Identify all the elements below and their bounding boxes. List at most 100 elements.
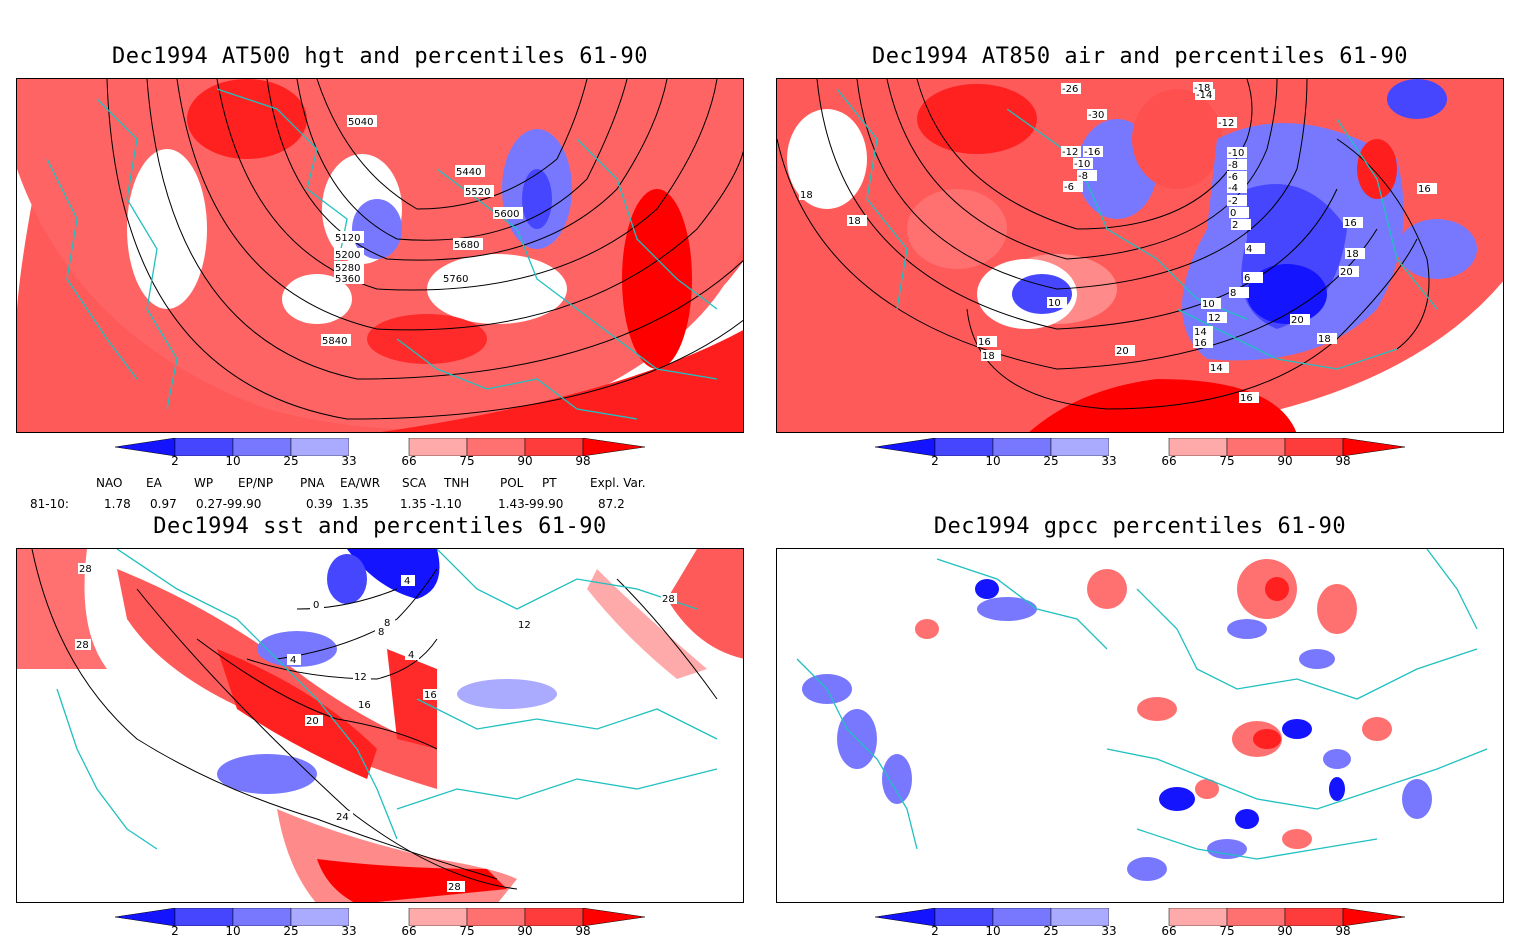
colorbar-label: 66 [401,454,417,468]
map-panel-hgt: 5040 5120 5200 5280 5360 5440 5520 5600 … [16,78,744,433]
panel-title-air: Dec1994 AT850 air and percentiles 61-90 [871,44,1409,69]
contour-label: 10 [1202,299,1215,310]
colorbar-label: 75 [459,454,475,468]
contour-label: 20 [1340,267,1353,278]
contour-label: -8 [1078,171,1088,182]
map-gpcc-svg [796,549,1488,881]
contour-label: 16 [358,700,371,711]
index-header: EP/NP [238,476,274,490]
contour-label: 12 [354,672,367,683]
contour-label: 8 [384,618,390,629]
colorbar-ramp [875,438,1405,456]
contour-label: -10 [1228,148,1244,159]
contour-label: 4 [290,655,296,666]
contour-label: 18 [982,351,995,362]
colorbar-label: 90 [1277,924,1293,938]
colorbar-label: 25 [1043,454,1059,468]
contour-label: 16 [1240,393,1253,404]
panel-title-sst: Dec1994 sst and percentiles 61-90 [153,514,607,539]
contour-label: -2 [1228,196,1238,207]
contour-label: 16 [1344,218,1357,229]
index-row-label: 81-10: [30,497,69,511]
contour-label: 5440 [456,167,481,178]
contour-label: 28 [76,640,89,651]
colorbar-label: 10 [985,454,1001,468]
contour-label: 5520 [465,187,490,198]
contour-label: 14 [1210,363,1223,374]
index-value: 0.27-99.90 [196,497,262,511]
contour-label: 4 [1246,244,1252,255]
contour-label: -8 [1228,160,1238,171]
contour-label: -18 [1194,83,1210,94]
contour-label: 0 [1230,208,1236,219]
index-value: 1.43-99.90 [498,497,564,511]
colorbar-label: 2 [931,454,939,468]
colorbar-label: 33 [1101,454,1117,468]
colorbar-ramp [115,908,645,926]
contour-label: 10 [1048,298,1061,309]
contour-label: 14 [1194,327,1207,338]
contour-label: -14 [1196,90,1212,101]
contour-label: -30 [1088,110,1104,121]
map-air-svg: -26 -18 -14 -12 -30 -12 -16 -10 -8 -6 -1… [777,79,1503,432]
contour-label: 5120 [335,233,360,244]
index-value: 0.39 [306,497,333,511]
contour-label: 5040 [348,117,373,128]
colorbar-label: 66 [1161,924,1177,938]
panel-title-gpcc: Dec1994 gpcc percentiles 61-90 [933,514,1347,539]
colorbar-air: 2 10 25 33 66 75 90 98 [875,438,1405,474]
contour-label: -26 [1062,84,1078,95]
index-header: EA/WR [340,476,381,490]
index-header: EA [146,476,162,490]
contour-label: 28 [662,594,675,605]
contour-label: -6 [1064,182,1074,193]
contour-label: 5200 [335,250,360,261]
map-panel-sst: 28 28 28 0 4 8 4 12 8 4 16 20 16 24 28 1… [16,548,744,903]
contour-label: -12 [1218,118,1234,129]
colorbar-sst: 2 10 25 33 66 75 90 98 [115,908,645,944]
colorbar-label: 10 [225,454,241,468]
index-header: POL [500,476,524,490]
map-panel-air: -26 -18 -14 -12 -30 -12 -16 -10 -8 -6 -1… [776,78,1504,433]
index-value: 0.97 [150,497,177,511]
contour-label: 8 [378,627,384,638]
index-header: WP [194,476,214,490]
colorbar-label: 33 [1101,924,1117,938]
contour-label: 20 [1291,315,1304,326]
contour-label: 5280 [335,263,360,274]
colorbar-label: 2 [931,924,939,938]
colorbar-label: 98 [1335,454,1351,468]
colorbar-label: 2 [171,924,179,938]
contour-label: 18 [1318,334,1331,345]
index-value: 1.35 [342,497,369,511]
contour-label: 5600 [494,209,519,220]
colorbar-label: 98 [575,924,591,938]
contour-label: 5760 [443,274,468,285]
colorbar-label: 75 [459,924,475,938]
colorbar-label: 90 [1277,454,1293,468]
colorbar-label: 10 [985,924,1001,938]
index-header: Expl. Var. [590,476,646,490]
contour-label: 16 [1194,338,1207,349]
contour-label: -10 [1074,159,1090,170]
index-header: PNA [300,476,325,490]
map-hgt-svg: 5040 5120 5200 5280 5360 5440 5520 5600 … [17,79,743,432]
index-header: NAO [96,476,123,490]
colorbar-label: 90 [517,924,533,938]
contour-label: 20 [1116,346,1129,357]
colorbar-label: 66 [1161,454,1177,468]
colorbar-hgt: 2 10 25 33 66 75 90 98 [115,438,645,474]
index-value: 1.35 -1.10 [400,497,462,511]
contour-label: 2 [1232,220,1238,231]
contour-label: -4 [1228,183,1238,194]
contour-label: 16 [1418,184,1431,195]
contour-label: 12 [518,620,531,631]
contour-label: 24 [336,812,349,823]
colorbar-label: 98 [1335,924,1351,938]
panel-title-hgt: Dec1994 AT500 hgt and percentiles 61-90 [111,44,649,69]
contour-label: -6 [1228,172,1238,183]
index-header: SCA [402,476,427,490]
colorbar-label: 98 [575,454,591,468]
contour-label: 18 [1346,249,1359,260]
colorbar-gpcc: 2 10 25 33 66 75 90 98 [875,908,1405,944]
